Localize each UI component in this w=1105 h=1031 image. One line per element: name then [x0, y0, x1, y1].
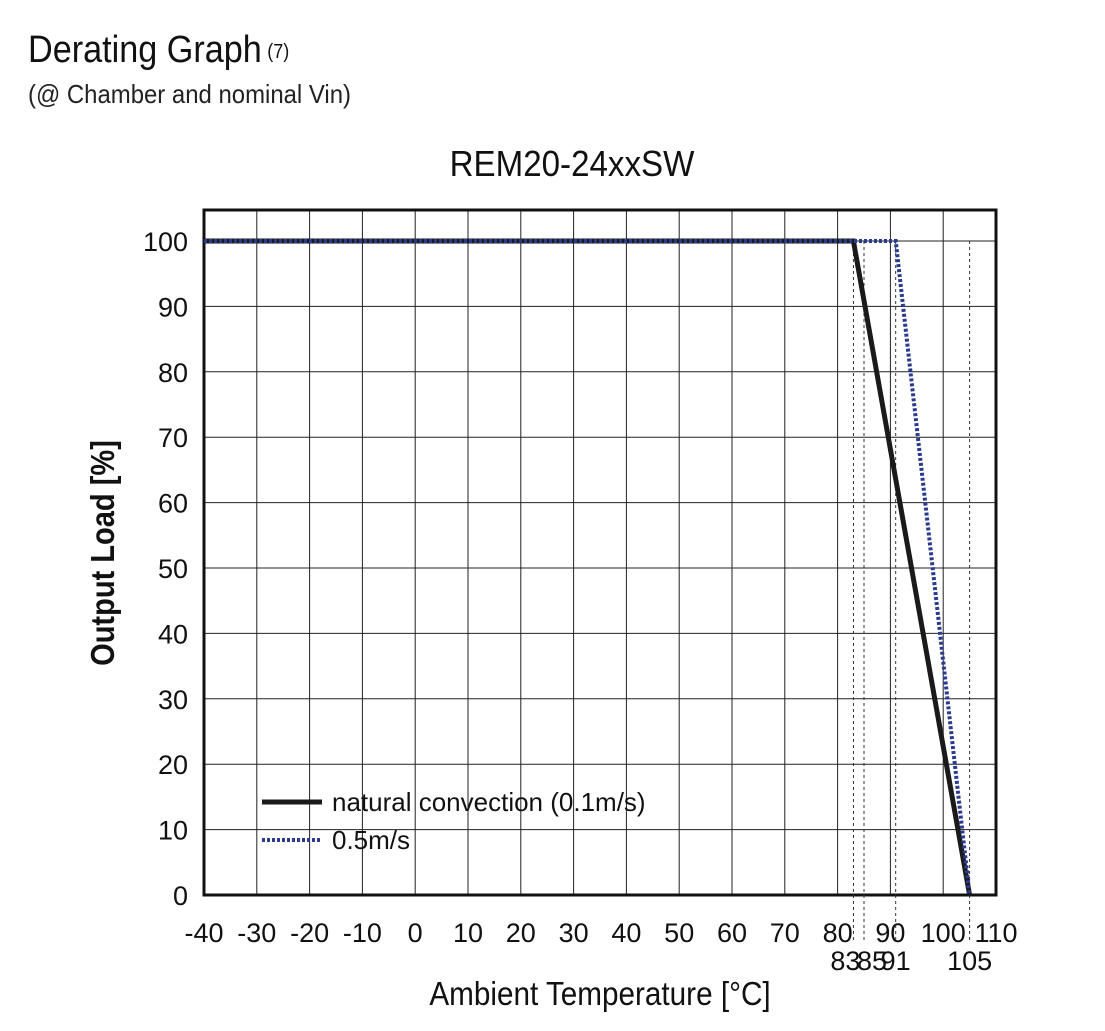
x-tick-label: 60 [717, 918, 747, 948]
plot-frame [202, 208, 998, 897]
x-tick-labels: -40 -30 -20 -10 0 10 20 30 40 50 60 70 80 90 100 110 [184, 918, 1017, 948]
page-subtitle: (@ Chamber and nominal Vin) [28, 79, 351, 109]
x-tick-label: -10 [343, 918, 382, 948]
y-tick-label: 10 [158, 816, 188, 846]
x-tick-label: -30 [237, 918, 276, 948]
title-footnote-marker: (7) [267, 41, 290, 63]
y-tick-label: 80 [158, 358, 188, 388]
y-tick-label: 0 [173, 881, 188, 911]
x-marker-label: 85 [857, 946, 887, 976]
y-tick-label: 20 [158, 750, 188, 780]
x-marker-label: 83 [830, 946, 860, 976]
x-tick-label: 20 [506, 918, 536, 948]
x-tick-label: 0 [408, 918, 423, 948]
y-tick-label: 90 [158, 292, 188, 322]
series-group [204, 238, 973, 896]
x-tick-label: -40 [184, 918, 223, 948]
y-axis-label: Output Load [%] [84, 440, 121, 666]
x-tick-label: 110 [974, 918, 1017, 948]
x-tick-label: 50 [664, 918, 694, 948]
y-tick-label: 100 [143, 227, 188, 257]
legend-label: 0.5m/s [332, 825, 410, 855]
x-tick-label: 10 [453, 918, 483, 948]
x-tick-label: 100 [921, 918, 966, 948]
x-axis-label: Ambient Temperature [°C] [429, 976, 770, 1013]
series-line-0-5ms [204, 239, 972, 896]
x-tick-label: 70 [770, 918, 800, 948]
y-tick-labels: 0 10 20 30 40 50 60 70 80 90 100 [143, 227, 188, 911]
x-tick-label: -20 [290, 918, 329, 948]
legend-label: natural convection (0.1m/s) [332, 787, 646, 817]
chart-title: REM20-24xxSW [450, 145, 695, 185]
y-tick-label: 70 [158, 423, 188, 453]
y-tick-label: 40 [158, 619, 188, 649]
x-marker-label: 91 [881, 946, 911, 976]
page-title: Derating Graph (7) [28, 28, 289, 72]
legend: natural convection (0.1m/s) 0.5m/s [262, 787, 646, 855]
x-tick-label: 30 [559, 918, 589, 948]
page-title-text: Derating Graph [28, 29, 262, 71]
y-tick-label: 30 [158, 685, 188, 715]
x-tick-label: 90 [875, 918, 905, 948]
x-marker-label: 105 [947, 946, 992, 976]
y-tick-label: 50 [158, 554, 188, 584]
y-tick-label: 60 [158, 489, 188, 519]
x-tick-label: 40 [611, 918, 641, 948]
x-tick-label: 80 [823, 918, 853, 948]
